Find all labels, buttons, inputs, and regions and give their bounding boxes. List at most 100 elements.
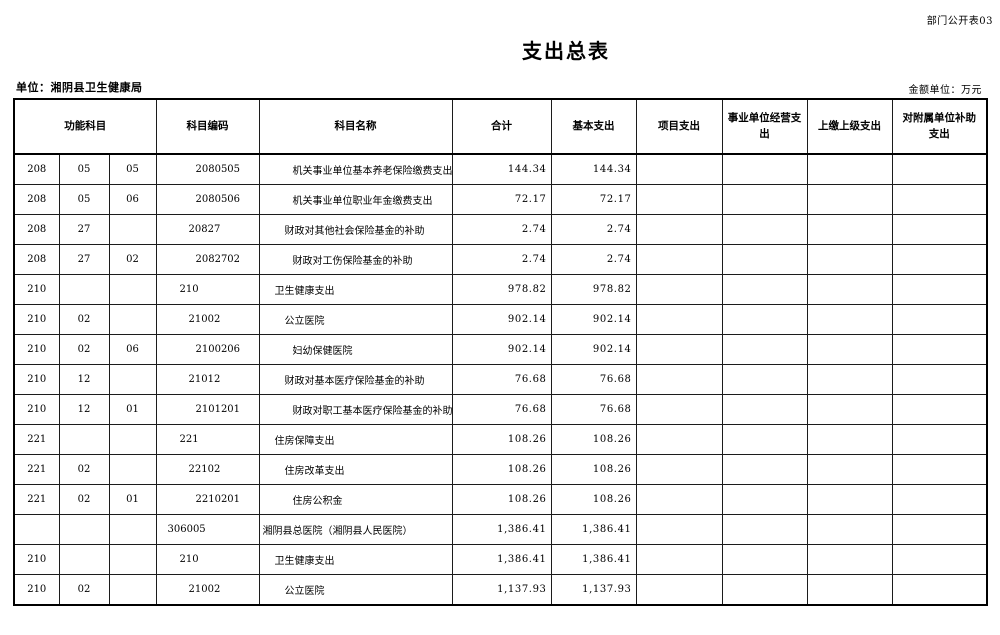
- project-expenditure-cell: [635, 484, 723, 515]
- project-expenditure-cell: [635, 153, 723, 185]
- func-col1-cell: 210: [13, 274, 60, 305]
- func-col3-cell: 01: [108, 484, 157, 515]
- total-amount-cell: 108.26: [451, 484, 552, 515]
- subject-name-cell: 机关事业单位基本养老保险缴费支出: [258, 153, 453, 185]
- total-amount-cell: 108.26: [451, 454, 552, 485]
- table-row: 306005 湘阴县总医院（湘阴县人民医院） 1,386.41 1,386.41: [13, 514, 988, 545]
- func-col1-cell: 210: [13, 304, 60, 335]
- basic-expenditure-cell: 1,386.41: [550, 544, 637, 575]
- affiliate-subsidy-cell: [891, 484, 988, 515]
- table-row: 221 02 22102 住房改革支出 108.26 108.26: [13, 454, 988, 485]
- func-col2-cell: 05: [58, 184, 110, 215]
- operating-expenditure-cell: [721, 304, 808, 335]
- basic-expenditure-cell: 72.17: [550, 184, 637, 215]
- project-expenditure-cell: [635, 574, 723, 606]
- total-amount-cell: 1,386.41: [451, 514, 552, 545]
- func-col2-cell: [58, 514, 110, 545]
- func-col3-cell: [108, 454, 157, 485]
- func-col1-cell: 208: [13, 244, 60, 275]
- subject-name-cell: 机关事业单位职业年金缴费支出: [258, 184, 453, 215]
- total-amount-cell: 2.74: [451, 214, 552, 245]
- subject-code-cell: 2080506: [155, 184, 260, 215]
- subject-name-cell: 财政对基本医疗保险基金的补助: [258, 364, 453, 395]
- func-col1-cell: [13, 514, 60, 545]
- func-col1-cell: 210: [13, 364, 60, 395]
- subject-name-cell: 财政对工伤保险基金的补助: [258, 244, 453, 275]
- operating-expenditure-cell: [721, 334, 808, 365]
- func-col3-cell: [108, 214, 157, 245]
- func-col1-cell: 221: [13, 454, 60, 485]
- func-col1-cell: 210: [13, 544, 60, 575]
- unit-label: 单位：湘阴县卫生健康局: [16, 81, 143, 94]
- operating-expenditure-cell: [721, 574, 808, 606]
- total-amount-cell: 76.68: [451, 394, 552, 425]
- func-col1-cell: 210: [13, 334, 60, 365]
- project-expenditure-cell: [635, 454, 723, 485]
- header-functional-subject: 功能科目: [13, 98, 157, 155]
- subject-name-cell: 妇幼保健医院: [258, 334, 453, 365]
- header-subject-code: 科目编码: [155, 98, 260, 155]
- func-col1-cell: 210: [13, 574, 60, 606]
- func-col3-cell: [108, 424, 157, 455]
- amount-unit-label: 金额单位：万元: [908, 85, 982, 96]
- basic-expenditure-cell: 2.74: [550, 244, 637, 275]
- header-basic-expenditure: 基本支出: [550, 98, 637, 155]
- total-amount-cell: 2.74: [451, 244, 552, 275]
- affiliate-subsidy-cell: [891, 184, 988, 215]
- form-number-label: 部门公开表03: [926, 16, 993, 27]
- operating-expenditure-cell: [721, 454, 808, 485]
- total-amount-cell: 902.14: [451, 334, 552, 365]
- func-col2-cell: 02: [58, 484, 110, 515]
- total-amount-cell: 144.34: [451, 153, 552, 185]
- table-row: 208 27 20827 财政对其他社会保险基金的补助 2.74 2.74: [13, 214, 988, 245]
- header-operating-expenditure: 事业单位经营支 出: [721, 98, 808, 155]
- basic-expenditure-cell: 902.14: [550, 304, 637, 335]
- func-col2-cell: 02: [58, 574, 110, 606]
- basic-expenditure-cell: 108.26: [550, 454, 637, 485]
- func-col1-cell: 221: [13, 484, 60, 515]
- operating-expenditure-cell: [721, 184, 808, 215]
- subject-name-cell: 卫生健康支出: [258, 544, 453, 575]
- basic-expenditure-cell: 1,386.41: [550, 514, 637, 545]
- affiliate-subsidy-cell: [891, 394, 988, 425]
- basic-expenditure-cell: 2.74: [550, 214, 637, 245]
- total-amount-cell: 978.82: [451, 274, 552, 305]
- func-col3-cell: [108, 544, 157, 575]
- func-col2-cell: [58, 424, 110, 455]
- project-expenditure-cell: [635, 304, 723, 335]
- table-row: 208 05 05 2080505 机关事业单位基本养老保险缴费支出 144.34 144.…: [13, 153, 988, 185]
- table-body: 208 05 05 2080505 机关事业单位基本养老保险缴费支出 144.34 144.…: [13, 153, 988, 606]
- func-col2-cell: [58, 544, 110, 575]
- project-expenditure-cell: [635, 544, 723, 575]
- func-col2-cell: 02: [58, 454, 110, 485]
- subject-code-cell: 20827: [155, 214, 260, 245]
- affiliate-subsidy-cell: [891, 574, 988, 606]
- affiliate-subsidy-cell: [891, 454, 988, 485]
- subject-code-cell: 22102: [155, 454, 260, 485]
- operating-expenditure-cell: [721, 514, 808, 545]
- func-col3-cell: [108, 304, 157, 335]
- upper-level-remit-cell: [806, 454, 893, 485]
- header-total: 合计: [451, 98, 552, 155]
- page-title: 支出总表: [522, 39, 610, 63]
- table-row: 210 12 01 2101201 财政对职工基本医疗保险基金的补助 76.68 76.68: [13, 394, 988, 425]
- subject-name-cell: 卫生健康支出: [258, 274, 453, 305]
- subject-code-cell: 21012: [155, 364, 260, 395]
- basic-expenditure-cell: 902.14: [550, 334, 637, 365]
- upper-level-remit-cell: [806, 184, 893, 215]
- project-expenditure-cell: [635, 214, 723, 245]
- func-col2-cell: 12: [58, 394, 110, 425]
- func-col2-cell: 12: [58, 364, 110, 395]
- basic-expenditure-cell: 76.68: [550, 394, 637, 425]
- func-col1-cell: 221: [13, 424, 60, 455]
- func-col2-cell: 05: [58, 153, 110, 185]
- subject-code-cell: 210: [155, 274, 260, 305]
- affiliate-subsidy-cell: [891, 304, 988, 335]
- operating-expenditure-cell: [721, 394, 808, 425]
- upper-level-remit-cell: [806, 424, 893, 455]
- func-col2-cell: [58, 274, 110, 305]
- basic-expenditure-cell: 108.26: [550, 424, 637, 455]
- subject-name-cell: 湘阴县总医院（湘阴县人民医院）: [258, 514, 453, 545]
- func-col3-cell: 06: [108, 334, 157, 365]
